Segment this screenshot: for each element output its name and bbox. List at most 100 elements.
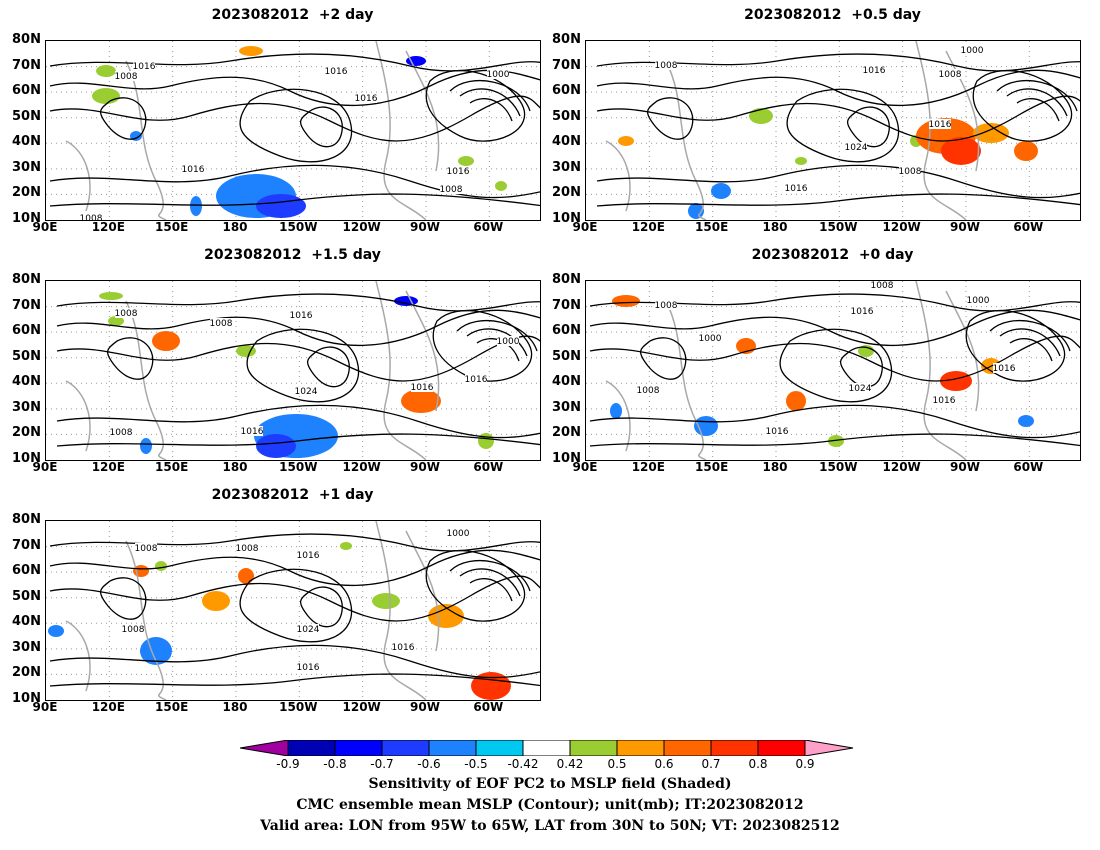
lon-tick-label: 90W	[410, 700, 440, 714]
colorbar-tick-label: -0.6	[417, 757, 441, 771]
lat-tick-label: 80N	[12, 272, 41, 287]
colorbar-tick-label: -0.9	[276, 757, 300, 771]
sensitivity-shading	[140, 438, 152, 454]
coastline	[375, 521, 427, 700]
contour-label: 1008	[135, 544, 158, 554]
footer-caption-1: Sensitivity of EOF PC2 to MSLP field (Sh…	[368, 776, 732, 792]
contour-label: 1016	[929, 120, 952, 130]
lat-tick-label: 10N	[552, 211, 581, 226]
lon-tick-label: 120W	[882, 460, 921, 474]
sensitivity-shading	[749, 108, 773, 124]
sensitivity-shading	[711, 183, 731, 199]
lon-tick-label: 90E	[32, 700, 58, 714]
coastline	[665, 300, 707, 460]
mslp-contour	[596, 53, 1080, 72]
contour-label-bg	[241, 426, 263, 436]
mslp-contour	[300, 106, 343, 148]
lat-tick-label: 60N	[12, 83, 41, 99]
mslp-contour	[100, 97, 147, 140]
lon-tick-label: 60W	[1013, 460, 1044, 474]
lat-tick-label: 30N	[12, 159, 41, 175]
contour-label: 1008	[939, 70, 962, 80]
contour-label: 1016	[411, 383, 434, 393]
contour-label-bg	[210, 318, 232, 328]
contour-label-bg	[440, 184, 462, 194]
lon-tick-label: 150E	[155, 700, 189, 714]
contour-label: 1024	[845, 143, 868, 153]
sensitivity-shading	[941, 137, 981, 165]
contour-label: 1008	[210, 319, 233, 329]
lon-tick-label: 90W	[410, 460, 440, 474]
sensitivity-shading	[239, 46, 263, 56]
contour-label-bg	[110, 427, 132, 437]
lat-tick-label: 40N	[552, 134, 581, 150]
coastline	[405, 290, 440, 412]
footer-caption-3: Valid area: LON from 95W to 65W, LAT fro…	[260, 818, 840, 834]
sensitivity-shading	[155, 561, 167, 571]
mslp-contour	[779, 328, 893, 403]
sensitivity-shading	[478, 433, 494, 449]
sensitivity-shading	[96, 65, 116, 77]
sensitivity-shading	[92, 88, 120, 104]
mslp-contour	[999, 328, 1061, 357]
colorbar-segment	[569, 739, 618, 757]
panel-title: 2023082012 +1 day	[211, 487, 374, 503]
mslp-contour	[847, 106, 890, 148]
lat-tick-label: 30N	[12, 399, 41, 415]
lat-tick-label: 50N	[552, 348, 581, 364]
mslp-contour	[49, 673, 540, 687]
mslp-contour	[647, 97, 694, 140]
lat-tick-label: 40N	[552, 374, 581, 390]
contour-label: 1000	[447, 529, 470, 539]
contour-label: 1016	[325, 67, 348, 77]
mslp-contour	[466, 328, 528, 357]
contour-label-bg	[487, 69, 509, 79]
mslp-contour	[56, 433, 540, 447]
colorbar-segment	[428, 739, 477, 757]
lat-tick-label: 60N	[12, 323, 41, 339]
mslp-contour	[589, 335, 1080, 382]
panel-title: 2023082012 +1.5 day	[204, 247, 381, 263]
sensitivity-shading	[1014, 141, 1038, 161]
sensitivity-shading	[786, 391, 806, 411]
contour-label-bg	[133, 61, 155, 71]
colorbar-tick-label: -0.5	[464, 757, 488, 771]
contour-label-bg	[939, 69, 961, 79]
contour-label-bg	[325, 66, 347, 76]
sensitivity-shading	[688, 203, 704, 219]
sensitivity-shading	[401, 389, 441, 413]
map-plot: 1008 1008 1016 1000 1008 1024 1016 1016	[45, 520, 541, 701]
map-plot: 1008 1008 1000 1016 1000 1008 1024 1016 1016 1016	[585, 280, 1081, 461]
sensitivity-shading	[256, 434, 296, 458]
contour-label-bg	[871, 281, 893, 290]
sensitivity-shading	[202, 591, 230, 611]
contour-label: 1016	[355, 94, 378, 104]
contour-label: 1000	[961, 46, 984, 56]
coastline	[945, 50, 980, 172]
lat-tick-label: 70N	[12, 57, 41, 73]
contour-label: 1008	[115, 309, 138, 319]
lon-tick-label: 60W	[473, 700, 504, 714]
sensitivity-shading	[795, 157, 807, 165]
lon-tick-label: 120E	[631, 460, 665, 474]
coastline	[915, 41, 967, 220]
panel-title: 2023082012 +2 day	[211, 7, 374, 23]
colorbar-tick-label: -0.7	[370, 757, 394, 771]
lon-tick-label: 90W	[410, 220, 440, 234]
lon-tick-label: 150E	[155, 460, 189, 474]
lon-tick-label: 120W	[342, 460, 381, 474]
mslp-contour	[596, 69, 1080, 107]
contour-label-bg	[236, 543, 258, 553]
lon-tick-label: 120W	[342, 700, 381, 714]
coastline	[125, 60, 167, 220]
lat-tick-label: 50N	[12, 108, 41, 124]
mslp-contour	[1016, 98, 1060, 122]
contour-label: 1008	[899, 167, 922, 177]
mslp-contour	[989, 319, 1071, 352]
footer-caption-2: CMC ensemble mean MSLP (Contour); unit(m…	[296, 797, 804, 813]
coastline	[65, 380, 91, 452]
mslp-contour	[449, 559, 531, 592]
colorbar-tick-label: 0.8	[748, 757, 768, 771]
contour-label-bg	[655, 300, 677, 310]
lon-tick-label: 90E	[32, 220, 58, 234]
